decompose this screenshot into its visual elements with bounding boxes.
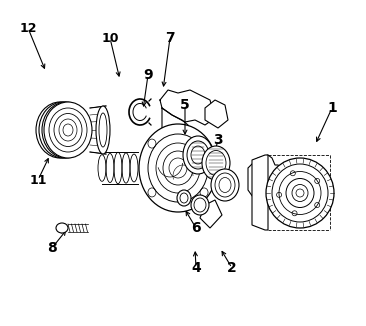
Text: 7: 7 (165, 31, 175, 45)
Ellipse shape (266, 158, 334, 228)
Text: 10: 10 (101, 32, 119, 45)
Ellipse shape (56, 223, 68, 233)
Text: 4: 4 (191, 261, 201, 275)
Polygon shape (248, 155, 285, 205)
Ellipse shape (39, 102, 87, 158)
Text: 12: 12 (19, 22, 37, 35)
Ellipse shape (54, 113, 82, 146)
Text: 5: 5 (180, 98, 190, 112)
Ellipse shape (63, 124, 73, 136)
Ellipse shape (202, 146, 230, 180)
Polygon shape (252, 155, 268, 230)
Polygon shape (200, 200, 222, 228)
Ellipse shape (59, 119, 77, 141)
Ellipse shape (177, 190, 191, 206)
Ellipse shape (96, 106, 110, 154)
Polygon shape (205, 100, 228, 128)
Ellipse shape (183, 136, 213, 174)
Ellipse shape (49, 108, 87, 152)
Text: 8: 8 (47, 241, 57, 255)
Ellipse shape (191, 195, 209, 215)
Ellipse shape (36, 102, 84, 158)
Text: 6: 6 (191, 221, 201, 235)
Text: 9: 9 (143, 68, 153, 82)
Ellipse shape (139, 124, 217, 212)
Text: 2: 2 (227, 261, 237, 275)
Text: 3: 3 (213, 133, 223, 147)
Ellipse shape (42, 102, 90, 158)
Ellipse shape (44, 102, 92, 158)
Ellipse shape (286, 179, 314, 208)
Text: 1: 1 (327, 101, 337, 115)
Ellipse shape (211, 169, 239, 201)
Text: 11: 11 (29, 173, 47, 186)
